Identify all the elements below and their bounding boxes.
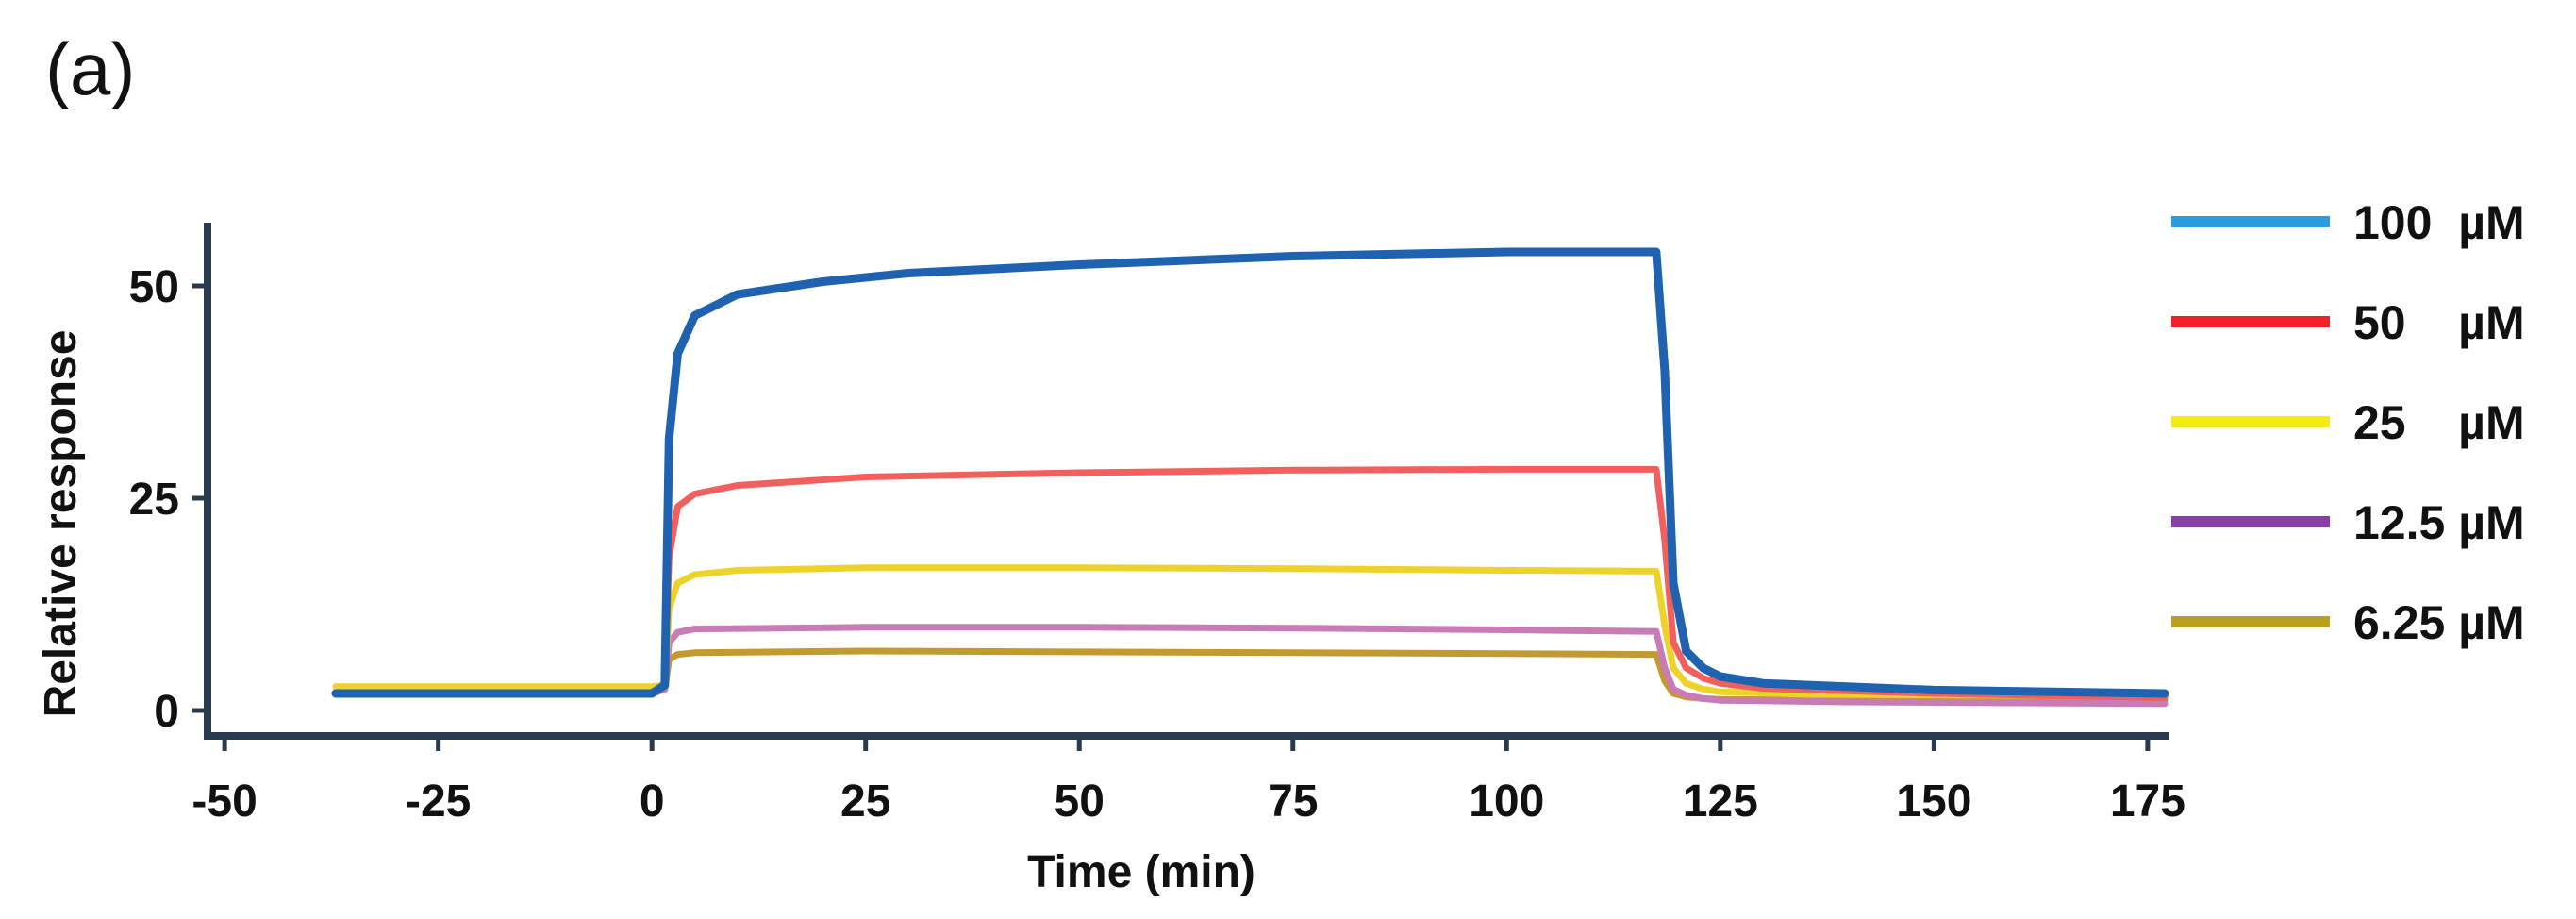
- x-tick-label-1: -25: [406, 777, 471, 827]
- legend-label-0: 100 µM: [2353, 196, 2525, 249]
- x-tick-label-0: -50: [191, 777, 257, 827]
- legend-label-1: 50 µM: [2353, 296, 2525, 349]
- y-axis-title: Relative response: [36, 330, 86, 718]
- legend: 100 µM 50 µM 25 µM 12.5 µM 6.25 µM: [2171, 196, 2525, 649]
- plot-lines: [331, 247, 2169, 708]
- y-tick-label-2: 50: [129, 262, 179, 312]
- x-tick-label-4: 50: [1055, 777, 1105, 827]
- y-tick-label-1: 25: [129, 475, 179, 525]
- x-ticks: -50 -25 0 25 50 75 100 125 150 175: [191, 736, 2185, 827]
- axes: [204, 223, 2169, 740]
- y-tick-label-0: 0: [154, 687, 179, 737]
- series-line-2: [332, 564, 2169, 700]
- legend-label-4: 6.25 µM: [2353, 596, 2525, 649]
- x-tick-label-7: 125: [1683, 777, 1758, 827]
- series-line-3: [648, 624, 2169, 708]
- panel-label: (a): [45, 27, 136, 110]
- x-tick-label-5: 75: [1268, 777, 1318, 827]
- legend-label-3: 12.5 µM: [2353, 496, 2525, 549]
- y-ticks: 0 25 50: [129, 262, 208, 737]
- x-axis-title: Time (min): [1027, 847, 1255, 897]
- series-line-1: [648, 465, 2169, 701]
- x-tick-label-3: 25: [840, 777, 890, 827]
- legend-label-2: 25 µM: [2353, 396, 2525, 449]
- series-line-0: [331, 247, 2169, 698]
- x-tick-label-9: 175: [2110, 777, 2185, 827]
- x-tick-label-8: 150: [1896, 777, 1971, 827]
- x-tick-label-6: 100: [1469, 777, 1544, 827]
- x-tick-label-2: 0: [640, 777, 665, 827]
